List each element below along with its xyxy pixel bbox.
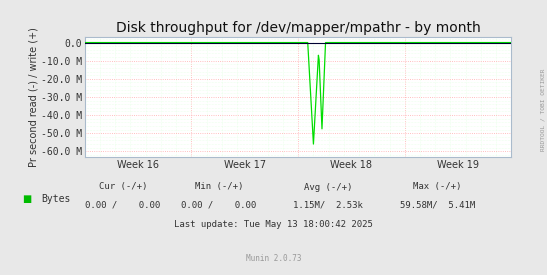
Text: Min (-/+): Min (-/+) [195,183,243,191]
Y-axis label: Pr second read (-) / write (+): Pr second read (-) / write (+) [28,27,38,167]
Text: Max (-/+): Max (-/+) [414,183,462,191]
Text: Last update: Tue May 13 18:00:42 2025: Last update: Tue May 13 18:00:42 2025 [174,220,373,229]
Text: 0.00 /    0.00: 0.00 / 0.00 [85,200,161,209]
Text: RRDTOOL / TOBI OETIKER: RRDTOOL / TOBI OETIKER [541,69,546,151]
Text: 1.15M/  2.53k: 1.15M/ 2.53k [293,200,363,209]
Text: ■: ■ [22,194,31,204]
Text: Cur (-/+): Cur (-/+) [99,183,147,191]
Text: Munin 2.0.73: Munin 2.0.73 [246,254,301,263]
Title: Disk throughput for /dev/mapper/mpathr - by month: Disk throughput for /dev/mapper/mpathr -… [116,21,480,35]
Text: Bytes: Bytes [41,194,71,204]
Text: Avg (-/+): Avg (-/+) [304,183,352,191]
Text: 59.58M/  5.41M: 59.58M/ 5.41M [400,200,475,209]
Text: 0.00 /    0.00: 0.00 / 0.00 [181,200,257,209]
